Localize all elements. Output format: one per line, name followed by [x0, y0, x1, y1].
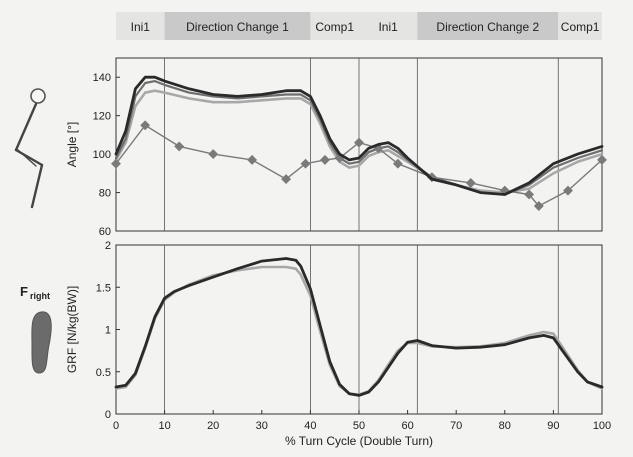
series-point-marker	[392, 158, 403, 169]
series-point-marker	[111, 158, 121, 169]
series-point-marker	[524, 189, 535, 200]
y-tick-label: 80	[99, 188, 111, 200]
x-tick-label: 60	[401, 420, 413, 432]
y-tick-label: 120	[93, 111, 111, 123]
y-tick-label: 2	[105, 240, 111, 252]
force-label-sub: right	[30, 291, 50, 301]
phase-label: Ini1	[131, 20, 151, 34]
squat-figure-icon	[14, 88, 46, 209]
phase-cell	[310, 12, 359, 40]
x-tick-label: 70	[450, 420, 462, 432]
x-tick-label: 10	[158, 420, 170, 432]
series-point-marker	[320, 154, 330, 165]
y-tick-label: 140	[93, 72, 111, 84]
series-line-dark	[114, 75, 604, 196]
x-tick-label: 0	[113, 420, 119, 432]
phase-label: Comp1	[561, 20, 600, 34]
y-tick-label: 100	[93, 149, 111, 161]
y-tick-label: 0.5	[96, 367, 111, 379]
phase-label: Direction Change 2	[436, 20, 539, 34]
series-point-marker	[281, 174, 292, 185]
angle-chart: 60 80 100 120 140 Angle [°]	[65, 57, 607, 238]
phase-cell	[359, 12, 418, 40]
phase-label: Comp1	[315, 20, 354, 34]
series-point-marker	[300, 158, 311, 169]
series-point-marker	[354, 137, 364, 148]
phase-cell	[417, 12, 559, 40]
series-line-dark	[114, 257, 604, 397]
x-tick-label: 100	[593, 420, 611, 432]
y-tick-label: 1.5	[96, 282, 111, 294]
x-tick-label: 80	[499, 420, 511, 432]
series-point-marker	[208, 149, 219, 160]
y-tick-label: 60	[99, 226, 111, 238]
series-point-marker	[465, 177, 476, 188]
x-tick-label: 40	[304, 420, 316, 432]
x-axis-label: % Turn Cycle (Double Turn)	[285, 434, 433, 448]
y-axis-label: Angle [°]	[65, 122, 79, 168]
phase-cell	[116, 12, 165, 40]
series-point-marker	[174, 141, 185, 152]
phase-cell	[558, 12, 602, 40]
force-label-main: F	[20, 284, 28, 299]
phase-cell	[164, 12, 311, 40]
y-tick-label: 0	[105, 409, 111, 421]
x-tick-label: 50	[353, 420, 365, 432]
right-foot-icon	[31, 311, 52, 374]
series-point-marker	[597, 154, 607, 165]
force-label: F right	[20, 284, 50, 301]
phase-header: Ini1 Direction Change 1 Comp1 Ini1 Direction…	[116, 12, 602, 40]
y-tick-label: 1	[105, 325, 111, 337]
phase-label: Direction Change 1	[186, 20, 289, 34]
x-tick-label: 20	[207, 420, 219, 432]
y-axis-label: GRF [N/kg(BW)]	[65, 286, 79, 373]
x-tick-label: 30	[256, 420, 268, 432]
series-point-marker	[563, 185, 573, 196]
phase-label: Ini1	[378, 20, 398, 34]
series-point-marker	[533, 201, 544, 211]
x-tick-label: 90	[547, 420, 559, 432]
series-point-marker	[247, 154, 258, 165]
series-point-marker	[140, 120, 151, 131]
